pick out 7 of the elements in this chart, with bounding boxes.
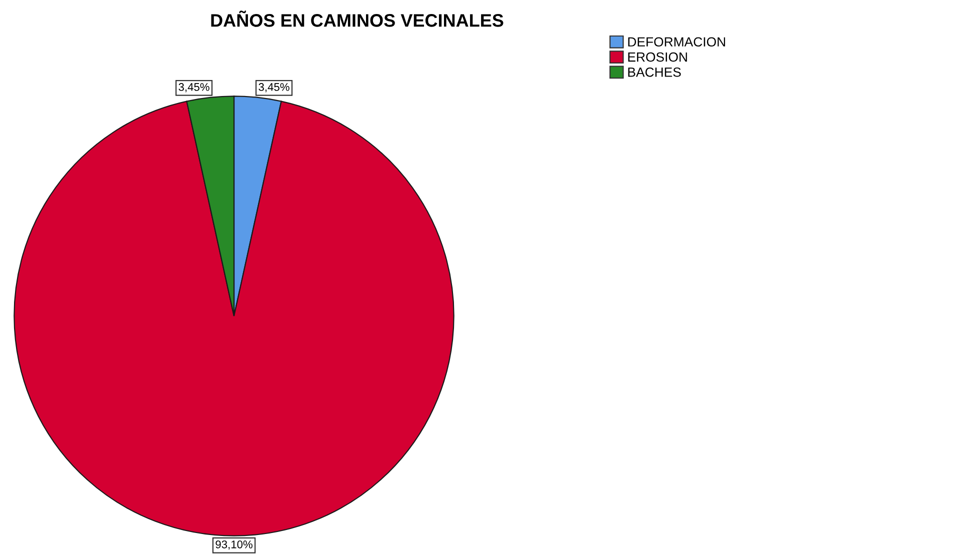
- data-label: 3,45%: [258, 83, 290, 92]
- chart-title: DAÑOS EN CAMINOS VECINALES: [211, 10, 504, 27]
- legend-label: BACHES: [628, 67, 681, 77]
- legend-label: EROSION: [628, 52, 687, 62]
- data-label: 3,45%: [178, 83, 210, 92]
- data-label: 93,10%: [216, 540, 252, 550]
- legend-label: DEFORMACION: [628, 37, 726, 47]
